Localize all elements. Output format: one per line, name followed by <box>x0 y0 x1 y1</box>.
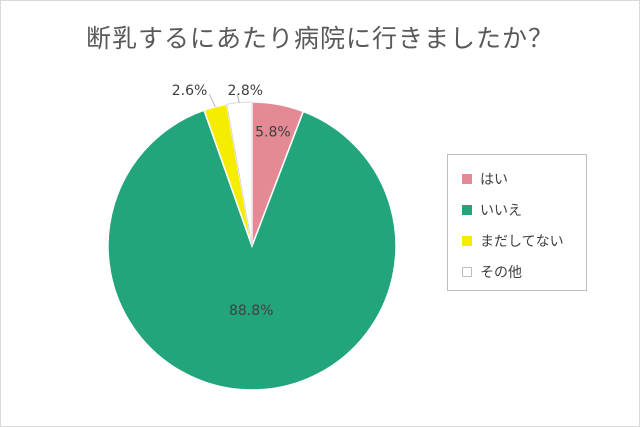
legend-label-other: その他 <box>480 264 522 281</box>
data-label-other: 2.8% <box>228 83 264 99</box>
data-label-yes: 5.8% <box>255 125 291 141</box>
legend-label-no: いいえ <box>480 202 522 219</box>
leader-line-other <box>236 93 240 103</box>
legend-item-no: いいえ <box>462 194 586 225</box>
leader-line-not-yet <box>208 93 216 107</box>
chart-title: 断乳するにあたり病院に行きましたか？ <box>85 24 554 53</box>
data-label-not-yet: 2.6% <box>172 83 208 99</box>
legend-swatch-other <box>462 266 472 277</box>
legend: はい いいえ まだしてない その他 <box>447 154 587 291</box>
data-label-no: 88.8% <box>229 303 273 319</box>
legend-swatch-not-yet <box>462 235 472 246</box>
legend-swatch-no <box>462 204 472 215</box>
legend-label-yes: はい <box>480 171 508 188</box>
legend-item-yes: はい <box>462 163 586 194</box>
legend-item-other: その他 <box>462 256 586 287</box>
legend-item-not-yet: まだしてない <box>462 225 586 256</box>
legend-swatch-yes <box>462 173 472 184</box>
legend-label-not-yet: まだしてない <box>480 233 564 250</box>
pie-slice-no <box>107 109 397 391</box>
